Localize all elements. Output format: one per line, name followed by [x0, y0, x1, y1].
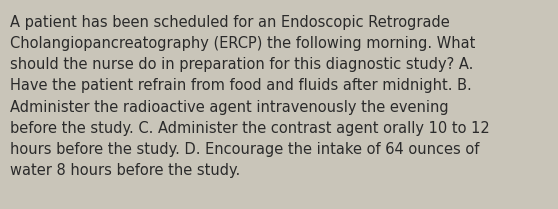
Text: A patient has been scheduled for an Endoscopic Retrograde
Cholangiopancreatograp: A patient has been scheduled for an Endo…: [10, 15, 490, 178]
